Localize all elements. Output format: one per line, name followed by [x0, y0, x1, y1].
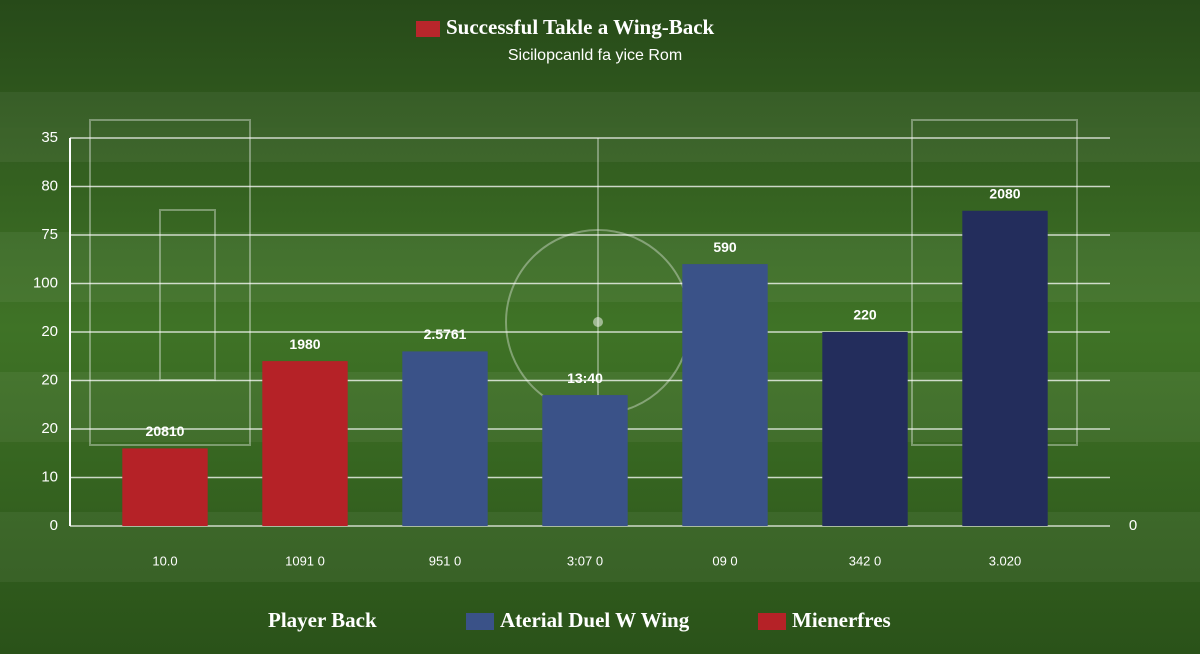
y-tick-label: 35 — [41, 129, 58, 146]
bar — [402, 351, 488, 526]
bar-annotation: 20810 — [146, 423, 185, 439]
x-tick-label: 951 0 — [429, 553, 462, 568]
y-tick-label: 0 — [50, 517, 58, 534]
y-tick-label: 80 — [41, 177, 58, 194]
x-tick-label: 09 0 — [712, 553, 737, 568]
y-tick-label: 75 — [41, 226, 58, 243]
chart-title: Successful Takle a Wing-Back — [446, 15, 715, 39]
legend-swatch — [758, 613, 786, 630]
y2-tick-label: 0 — [1129, 517, 1137, 534]
bar — [542, 395, 628, 526]
title-swatch — [416, 21, 440, 37]
x-tick-label: 10.0 — [152, 553, 177, 568]
y-tick-label: 20 — [41, 420, 58, 437]
legend-swatch — [466, 613, 494, 630]
legend-label: Mienerfres — [792, 608, 891, 632]
bar — [822, 332, 908, 526]
bar — [682, 264, 768, 526]
y-tick-label: 10 — [41, 468, 58, 485]
bar-annotation: 13:40 — [567, 370, 603, 386]
y-tick-label: 20 — [41, 323, 58, 340]
bar-annotation: 590 — [713, 239, 737, 255]
chart-subtitle: Sicilopcanld fa yice Rom — [508, 47, 682, 64]
x-tick-label: 3.020 — [989, 553, 1022, 568]
y-tick-label: 20 — [41, 371, 58, 388]
x-tick-label: 3:07 0 — [567, 553, 603, 568]
legend-label: Aterial Duel W Wing — [500, 608, 690, 632]
bar-annotation: 1980 — [289, 336, 320, 352]
x-tick-label: 342 0 — [849, 553, 882, 568]
legend-label: Player Back — [268, 608, 377, 632]
x-tick-label: 1091 0 — [285, 553, 325, 568]
bar — [262, 361, 348, 526]
bar-annotation: 2080 — [989, 185, 1020, 201]
bar-annotation: 2.5761 — [424, 326, 467, 342]
y-tick-label: 100 — [33, 274, 58, 291]
centre-spot — [593, 317, 603, 327]
bar — [962, 210, 1048, 526]
bar-annotation: 220 — [853, 307, 877, 323]
bar — [122, 448, 208, 526]
